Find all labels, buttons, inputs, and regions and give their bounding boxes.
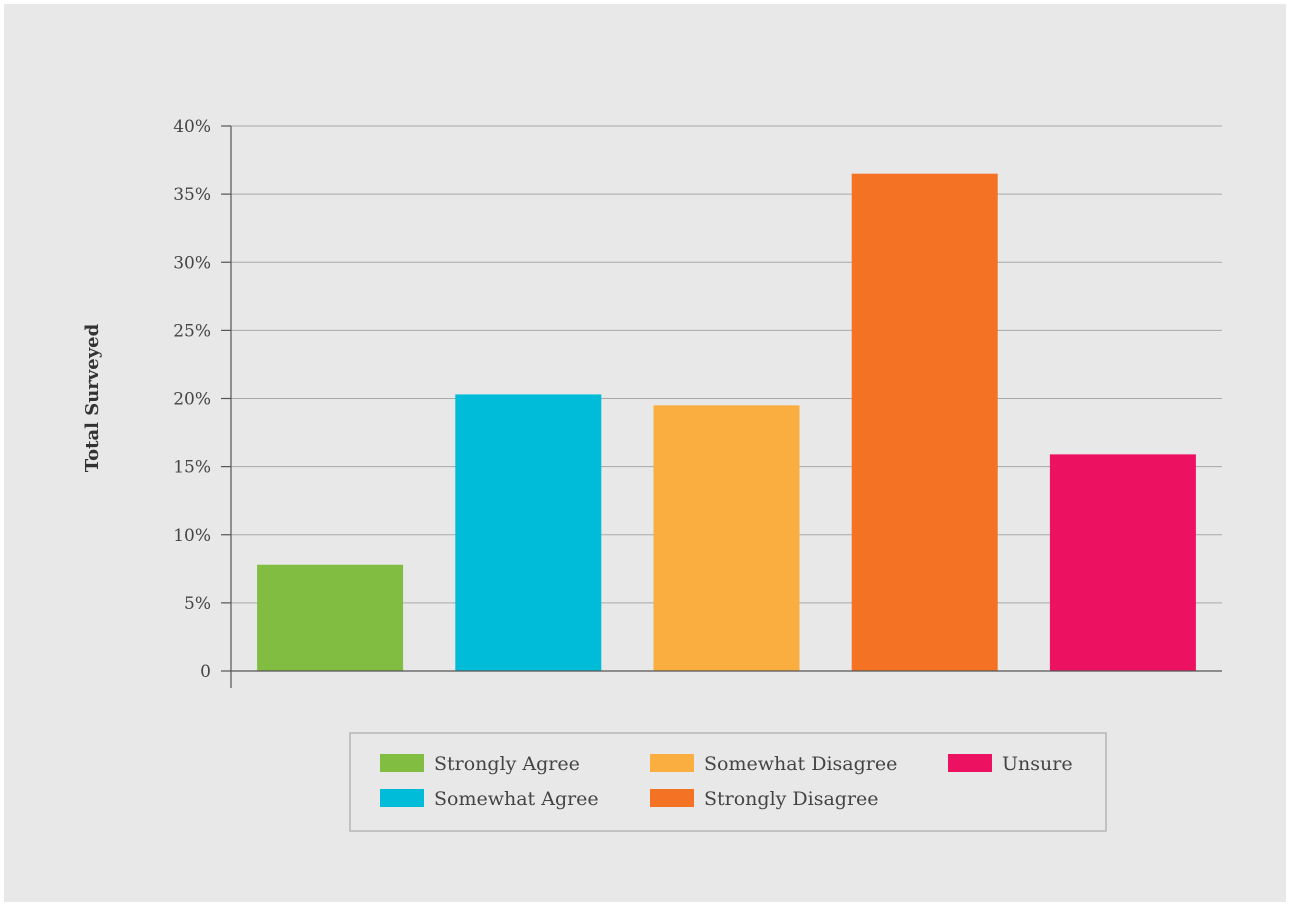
y-tick-label: 25% [173, 321, 211, 341]
y-tick-label: 20% [173, 390, 211, 410]
bar-strongly-agree [257, 564, 404, 671]
bar-somewhat-agree [455, 394, 602, 671]
legend-swatch [380, 754, 424, 772]
y-axis-label: Total Surveyed [82, 323, 103, 472]
legend-label: Strongly Disagree [704, 788, 879, 810]
legend-swatch [650, 789, 694, 807]
y-tick-label: 40% [173, 117, 211, 137]
legend-box [349, 732, 1107, 832]
legend-swatch [650, 754, 694, 772]
y-tick-label: 30% [173, 253, 211, 273]
legend-label: Somewhat Agree [434, 788, 599, 810]
legend-swatch [948, 754, 992, 772]
y-tick-label: 35% [173, 185, 211, 205]
y-tick-label: 5% [184, 594, 211, 614]
legend-label: Unsure [1002, 753, 1073, 775]
legend-swatch [380, 789, 424, 807]
y-tick-label: 0 [200, 662, 211, 682]
legend: Strongly Agree Somewhat Agree Somewhat Dis… [349, 732, 1107, 832]
bar-unsure [1049, 454, 1196, 671]
bar-somewhat-disagree [653, 405, 800, 671]
legend-label: Somewhat Disagree [704, 753, 897, 775]
legend-label: Strongly Agree [434, 753, 580, 775]
chart-background [4, 4, 1286, 902]
y-tick-label: 15% [173, 458, 211, 478]
bar-strongly-disagree [851, 173, 998, 671]
bars [257, 173, 1196, 671]
y-axis: 0 5% 10% 15% 20% 25% 30% 35% 40% [173, 117, 1222, 688]
y-tick-label: 10% [173, 526, 211, 546]
